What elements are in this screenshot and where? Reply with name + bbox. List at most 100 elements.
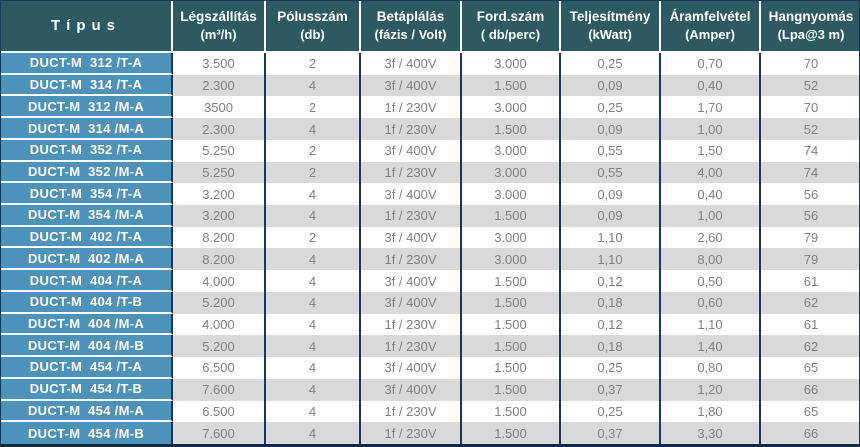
cell-airflow: 7.600: [173, 378, 266, 401]
cell-poles: 2: [266, 96, 361, 119]
table-row: DUCT-M 454 /T-B 7.600 4 3f / 400V 1.500 …: [1, 378, 859, 401]
col-header-airflow-unit: (m³/h): [200, 27, 237, 43]
cell-poles: 4: [266, 335, 361, 358]
table-row: DUCT-M 352 /T-A 5.250 2 3f / 400V 3.000 …: [1, 139, 859, 162]
cell-power-supply: 3f / 400V: [361, 291, 462, 314]
cell-type: DUCT-M 354 /M-A: [1, 205, 173, 227]
table-row: DUCT-M 402 /T-A 8.200 2 3f / 400V 3.000 …: [1, 226, 859, 249]
cell-airflow: 6.500: [173, 357, 266, 379]
cell-power-supply: 3f / 400V: [361, 139, 462, 162]
cell-poles: 4: [266, 74, 361, 97]
cell-current: 0,50: [661, 270, 761, 292]
cell-type: DUCT-M 402 /T-A: [1, 226, 173, 249]
col-header-power-supply-unit: (fázis / Volt): [374, 27, 447, 43]
cell-type: DUCT-M 404 /M-A: [1, 313, 173, 336]
cell-airflow: 5.250: [173, 139, 266, 162]
cell-power: 0,09: [561, 74, 661, 97]
cell-current: 0,40: [661, 74, 761, 97]
table-header-row: Típus Légszállítás (m³/h) Pólusszám (db)…: [1, 1, 859, 53]
cell-type: DUCT-M 314 /M-A: [1, 118, 173, 140]
table-row: DUCT-M 352 /M-A 5.250 2 1f / 230V 3.000 …: [1, 161, 859, 184]
table-row: DUCT-M 454 /M-A 6.500 4 1f / 230V 1.500 …: [1, 400, 859, 423]
cell-power: 0,37: [561, 378, 661, 401]
cell-power: 0,55: [561, 161, 661, 184]
cell-airflow: 4.000: [173, 313, 266, 336]
cell-poles: 4: [266, 183, 361, 206]
cell-noise: 52: [761, 74, 859, 97]
cell-noise: 56: [761, 183, 859, 206]
cell-power: 0,09: [561, 118, 661, 140]
cell-power-supply: 1f / 230V: [361, 335, 462, 358]
col-header-current: Áramfelvétel (Amper): [661, 1, 761, 53]
cell-current: 4,00: [661, 161, 761, 184]
cell-type: DUCT-M 404 /T-A: [1, 270, 173, 292]
cell-current: 1,10: [661, 313, 761, 336]
cell-type: DUCT-M 312 /T-A: [1, 53, 173, 75]
table-row: DUCT-M 314 /M-A 2.300 4 1f / 230V 1.500 …: [1, 118, 859, 140]
cell-type: DUCT-M 404 /T-B: [1, 291, 173, 314]
cell-airflow: 8.200: [173, 248, 266, 271]
cell-rpm: 3.000: [462, 53, 561, 75]
table-row: DUCT-M 354 /M-A 3.200 4 1f / 230V 1.500 …: [1, 205, 859, 227]
cell-current: 1,00: [661, 118, 761, 140]
cell-poles: 2: [266, 139, 361, 162]
cell-rpm: 1.500: [462, 378, 561, 401]
cell-power-supply: 1f / 230V: [361, 313, 462, 336]
cell-noise: 66: [761, 378, 859, 401]
cell-rpm: 1.500: [462, 422, 561, 444]
cell-rpm: 3.000: [462, 139, 561, 162]
cell-type: DUCT-M 352 /M-A: [1, 161, 173, 184]
cell-noise: 66: [761, 422, 859, 444]
cell-power-supply: 1f / 230V: [361, 118, 462, 140]
cell-type: DUCT-M 402 /M-A: [1, 248, 173, 271]
cell-type: DUCT-M 354 /T-A: [1, 183, 173, 206]
col-header-airflow-label: Légszállítás: [180, 8, 257, 24]
cell-power: 0,37: [561, 422, 661, 444]
cell-poles: 4: [266, 357, 361, 379]
cell-airflow: 4.000: [173, 270, 266, 292]
table-row: DUCT-M 404 /M-B 5.200 4 1f / 230V 1.500 …: [1, 335, 859, 358]
cell-power: 1,10: [561, 226, 661, 249]
cell-noise: 62: [761, 291, 859, 314]
cell-type: DUCT-M 352 /T-A: [1, 139, 173, 162]
cell-noise: 65: [761, 400, 859, 423]
cell-rpm: 1.500: [462, 313, 561, 336]
cell-rpm: 3.000: [462, 161, 561, 184]
col-header-power-label: Teljesítmény: [569, 8, 651, 24]
cell-noise: 70: [761, 96, 859, 119]
cell-type: DUCT-M 312 /M-A: [1, 96, 173, 119]
col-header-power-unit: (kWatt): [588, 27, 632, 43]
cell-noise: 56: [761, 205, 859, 227]
cell-airflow: 3.200: [173, 205, 266, 227]
cell-poles: 4: [266, 205, 361, 227]
col-header-rpm: Ford.szám ( db/perc): [462, 1, 561, 53]
cell-power: 1,10: [561, 248, 661, 271]
col-header-rpm-unit: ( db/perc): [480, 27, 541, 43]
cell-power-supply: 1f / 230V: [361, 422, 462, 444]
cell-airflow: 6.500: [173, 400, 266, 423]
col-header-noise-unit: (Lpa@3 m): [777, 27, 845, 43]
cell-power-supply: 1f / 230V: [361, 161, 462, 184]
cell-poles: 4: [266, 313, 361, 336]
cell-power: 0,25: [561, 53, 661, 75]
cell-power: 0,25: [561, 400, 661, 423]
cell-power: 0,09: [561, 205, 661, 227]
cell-type: DUCT-M 314 /T-A: [1, 74, 173, 97]
cell-rpm: 1.500: [462, 118, 561, 140]
table-row: DUCT-M 312 /T-A 3.500 2 3f / 400V 3.000 …: [1, 53, 859, 75]
cell-poles: 4: [266, 270, 361, 292]
col-header-noise-label: Hangnyomás: [768, 8, 854, 24]
cell-power: 0,12: [561, 270, 661, 292]
cell-rpm: 1.500: [462, 335, 561, 358]
table-body: DUCT-M 312 /T-A 3.500 2 3f / 400V 3.000 …: [1, 53, 859, 444]
col-header-poles-label: Pólusszám: [277, 8, 348, 24]
table-row: DUCT-M 404 /T-B 5.200 4 3f / 400V 1.500 …: [1, 291, 859, 314]
cell-poles: 4: [266, 400, 361, 423]
cell-airflow: 5.200: [173, 335, 266, 358]
cell-current: 1,00: [661, 205, 761, 227]
col-header-rpm-label: Ford.szám: [476, 8, 545, 24]
col-header-type-label: Típus: [51, 17, 121, 35]
cell-rpm: 3.000: [462, 226, 561, 249]
cell-rpm: 1.500: [462, 74, 561, 97]
